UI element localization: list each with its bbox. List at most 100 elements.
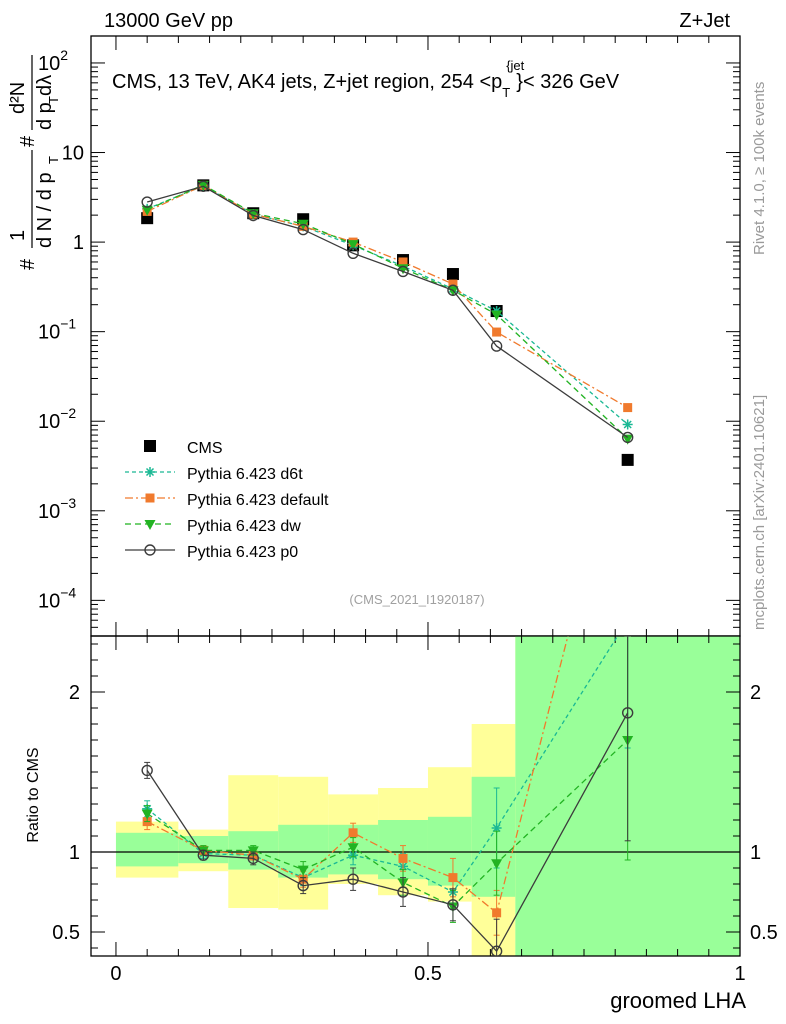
y-tick-base: 1 bbox=[73, 232, 84, 254]
y-tick-exponent: −3 bbox=[60, 495, 76, 511]
legend: CMS Pythia 6.423 d6t Pythia 6.423 default P… bbox=[125, 440, 329, 561]
legend-label: Pythia 6.423 p0 bbox=[187, 544, 298, 561]
legend-entry-pythia-6-423-p0: Pythia 6.423 p0 bbox=[125, 544, 298, 561]
ratio-point-pythia-6-423-default bbox=[398, 853, 408, 863]
analysis-id: (CMS_2021_I1920187) bbox=[349, 592, 484, 607]
title-sup: {jet bbox=[506, 58, 524, 73]
ratio-frame bbox=[90, 635, 741, 957]
title-sub: T bbox=[502, 85, 510, 100]
header-left: 13000 GeV pp bbox=[104, 10, 233, 32]
ratio-point-pythia-6-423-p0 bbox=[297, 879, 309, 892]
ratio-point-pythia-6-423-p0 bbox=[621, 707, 634, 719]
ratio-point-pythia-6-423-default bbox=[348, 828, 358, 838]
star-stroke bbox=[623, 420, 632, 429]
ratio-point-pythia-6-423-p0 bbox=[141, 764, 153, 777]
ratio-point-pythia-6-423-dw bbox=[297, 865, 309, 876]
x-axis-label: groomed LHA bbox=[610, 988, 746, 1013]
uncertainty-band-stat bbox=[115, 832, 179, 867]
y-tick-base: 10 bbox=[38, 501, 60, 523]
ratio-y-tick-label-left: 1 bbox=[69, 842, 80, 864]
y-tick-base: 10 bbox=[38, 411, 60, 433]
y-tick-exponent: 2 bbox=[60, 47, 68, 63]
legend-marker bbox=[145, 467, 155, 477]
legend-entry-pythia-6-423-dw: Pythia 6.423 dw bbox=[125, 518, 301, 535]
ratio-y-tick-label-right: 2 bbox=[750, 682, 761, 704]
ratio-point-pythia-6-423-p0 bbox=[490, 945, 503, 956]
ratio-series-group bbox=[141, 636, 634, 956]
ylabel-hash-1: # bbox=[17, 258, 39, 270]
legend-entry-pythia-6-423-default: Pythia 6.423 default bbox=[125, 492, 329, 509]
ratio-y-tick-label-right: 0.5 bbox=[750, 922, 778, 944]
legend-label: Pythia 6.423 dw bbox=[187, 518, 301, 535]
series-line-pythia-6-423-default bbox=[146, 184, 628, 409]
ratio-point-pythia-6-423-p0 bbox=[197, 849, 210, 861]
y-tick-exponent: −1 bbox=[60, 316, 76, 332]
data-point-pythia-6-423-p0 bbox=[621, 431, 634, 444]
data-point-pythia-6-423-p0 bbox=[297, 223, 309, 236]
series-line-pythia-6-423-d6t bbox=[146, 185, 629, 425]
legend-marker bbox=[144, 520, 156, 530]
ylabel-denom-2: d p bbox=[34, 102, 56, 130]
data-point-pythia-6-423-default bbox=[492, 327, 502, 337]
ratio-y-tick-label-right: 1 bbox=[750, 842, 761, 864]
y-tick-base: 10 bbox=[38, 590, 60, 612]
title-main: CMS, 13 TeV, AK4 jets, Z+jet region, 254… bbox=[112, 71, 502, 93]
data-point-pythia-6-423-dw bbox=[491, 310, 503, 321]
ylabel-hash-2: # bbox=[17, 135, 39, 147]
data-point-pythia-6-423-dw bbox=[141, 205, 153, 216]
legend-label: Pythia 6.423 default bbox=[187, 492, 329, 509]
x-tick-label: 1 bbox=[734, 963, 745, 985]
ylabel-dl: dλ bbox=[34, 75, 56, 96]
star-stroke bbox=[145, 467, 155, 477]
series-line-pythia-6-423-p0 bbox=[146, 185, 629, 438]
ratio-point-pythia-6-423-p0 bbox=[447, 899, 459, 911]
ratio-ylabel: Ratio to CMS bbox=[25, 747, 42, 842]
data-point-pythia-6-423-p0 bbox=[141, 196, 153, 208]
ratio-point-pythia-6-423-default bbox=[492, 908, 502, 918]
ratio-point-pythia-6-423-p0 bbox=[397, 886, 409, 898]
legend-marker bbox=[145, 493, 155, 503]
y-tick-base: 10 bbox=[38, 53, 60, 75]
data-point-pythia-6-423-default bbox=[448, 279, 458, 289]
data-point-pythia-6-423-dw bbox=[347, 240, 359, 251]
ratio-point-pythia-6-423-dw bbox=[347, 843, 359, 854]
ratio-point-pythia-6-423-p0 bbox=[247, 852, 259, 865]
ylabel-T: T bbox=[46, 156, 61, 164]
data-point-pythia-6-423-p0 bbox=[397, 265, 409, 278]
ratio-y-tick-label-left: 0.5 bbox=[52, 922, 80, 944]
ylabel-one: 1 bbox=[7, 230, 29, 241]
legend-marker bbox=[144, 544, 156, 556]
data-point-pythia-6-423-default bbox=[623, 403, 633, 413]
ratio-y-tick-label-left: 2 bbox=[69, 682, 80, 704]
data-point-pythia-6-423-d6t bbox=[622, 419, 633, 430]
star-stroke bbox=[492, 823, 501, 833]
data-point-pythia-6-423-default bbox=[398, 257, 408, 267]
data-point-pythia-6-423-p0 bbox=[490, 340, 503, 352]
series-line-pythia-6-423-dw bbox=[146, 184, 629, 440]
y-tick-label: 10−4 bbox=[38, 584, 76, 612]
ratio-point-pythia-6-423-dw bbox=[141, 809, 153, 820]
data-point-cms bbox=[446, 268, 459, 281]
uncertainty-band-stat bbox=[471, 776, 516, 897]
x-tick-label: 0.5 bbox=[414, 963, 442, 985]
header-right: Z+Jet bbox=[679, 10, 730, 32]
y-tick-base: 10 bbox=[62, 143, 84, 165]
legend-entry-cms: CMS bbox=[144, 440, 223, 457]
ratio-point-pythia-6-423-dw bbox=[491, 859, 503, 870]
y-tick-exponent: −2 bbox=[60, 405, 76, 421]
ratio-panel: 0 0.5 10.5 0.51 12 2 bbox=[52, 635, 778, 985]
ylabel-T-2: T bbox=[46, 96, 61, 104]
y-tick-base: 10 bbox=[38, 322, 60, 344]
data-point-pythia-6-423-dw bbox=[622, 434, 634, 445]
ylabel-num: d²N bbox=[7, 82, 29, 114]
y-tick-label: 1 bbox=[73, 232, 84, 254]
y-tick-label: 10−3 bbox=[38, 495, 76, 523]
data-point-pythia-6-423-p0 bbox=[347, 247, 359, 259]
data-point-pythia-6-423-p0 bbox=[447, 284, 459, 296]
legend-label: Pythia 6.423 d6t bbox=[187, 466, 303, 483]
ratio-point-pythia-6-423-p0 bbox=[347, 873, 359, 885]
data-point-pythia-6-423-p0 bbox=[197, 180, 210, 192]
data-point-cms bbox=[621, 453, 634, 466]
